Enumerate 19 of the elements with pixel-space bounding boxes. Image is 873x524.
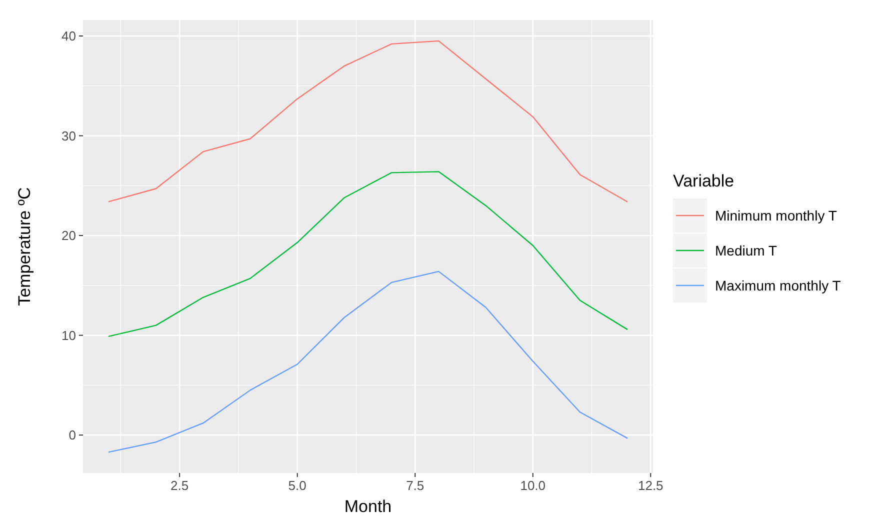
x-tick-label: 7.5 [406,478,424,493]
legend-label: Medium T [715,242,778,258]
x-tick-label: 5.0 [288,478,306,493]
y-tick-label: 40 [62,28,76,44]
legend-label: Minimum monthly T [715,207,838,224]
line-series [108,40,628,202]
x-tick-label: 10.0 [520,478,546,493]
x-axis-title: Month [344,497,392,516]
y-tick-label: 20 [62,228,76,244]
legend-title: Variable [673,172,734,190]
y-tick-label: 30 [62,128,76,144]
y-axis-title: Temperature ºC [15,187,34,306]
x-tick-label: 2.5 [170,478,189,493]
y-tick-label: 0 [68,428,76,443]
line-series [108,270,628,453]
x-tick-label: 12.5 [638,478,664,493]
line-series [108,171,628,337]
legend-label: Maximum monthly T [715,277,842,294]
y-tick-label: 10 [62,328,76,343]
